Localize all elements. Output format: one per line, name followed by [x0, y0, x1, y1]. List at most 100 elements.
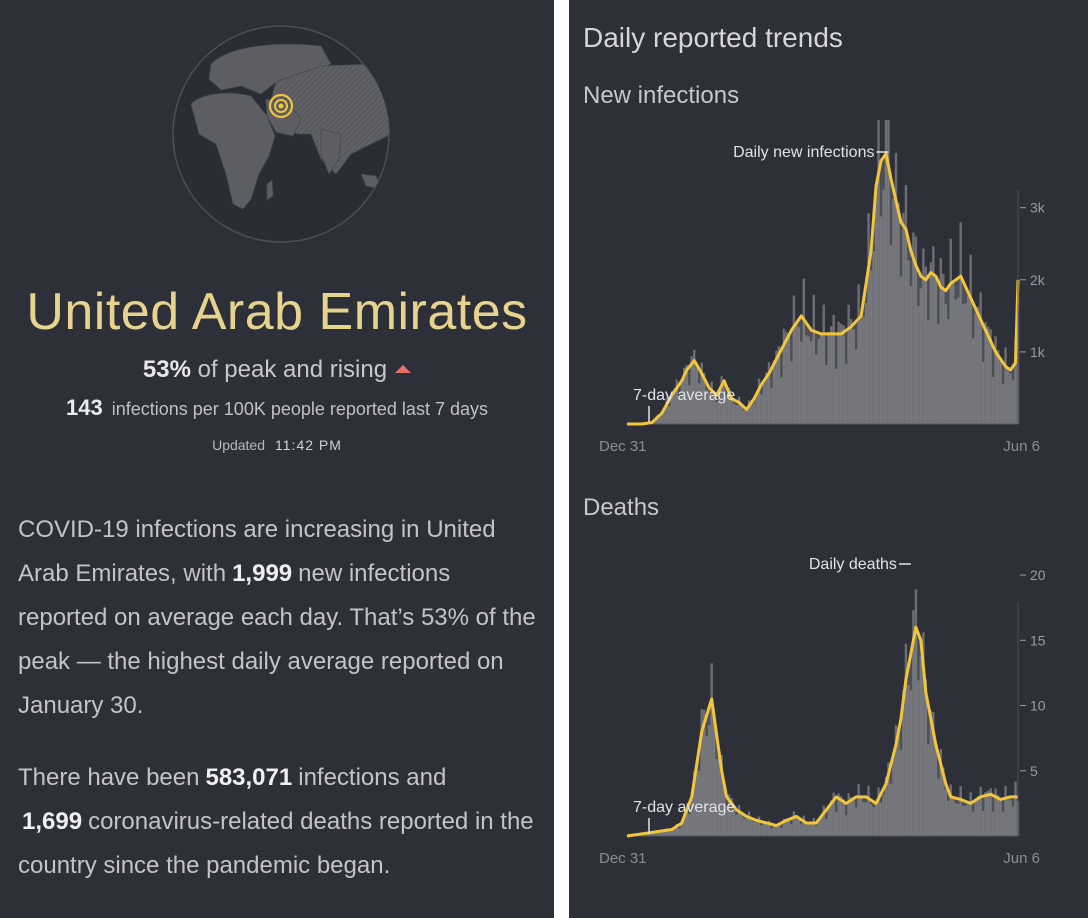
daily-bar [879, 802, 883, 836]
daily-bar [795, 816, 798, 836]
daily-bar [703, 372, 706, 424]
daily-bar [792, 811, 796, 836]
daily-bar [675, 379, 679, 424]
daily-bar [648, 832, 651, 836]
daily-bar [830, 800, 833, 836]
trends-panel: Daily reported trends New infections Dea… [569, 0, 1088, 918]
daily-bar [790, 824, 793, 836]
daily-bar [979, 786, 982, 836]
daily-bar [688, 385, 691, 424]
updated-stamp: Updated 11:42 PM [0, 437, 554, 453]
daily-bar [792, 295, 796, 424]
daily-bar [742, 410, 746, 424]
daily-bar [725, 806, 728, 836]
daily-bar [907, 260, 910, 424]
daily-bar [922, 632, 925, 836]
daily-bar [927, 320, 930, 424]
daily-bar [957, 803, 960, 836]
para1-after: new infections reported on average each … [18, 560, 536, 719]
infection-rate: 143 infections per 100K people reported … [0, 395, 554, 421]
daily-bar [680, 822, 683, 836]
average-area [627, 153, 1018, 424]
daily-bar [994, 336, 997, 424]
globe-icon [172, 25, 390, 243]
daily-bar [685, 807, 688, 836]
seven-day-average-line [627, 152, 1020, 426]
x-start-label: Dec 31 [599, 438, 647, 455]
peak-text: of peak and rising [197, 356, 388, 383]
summary-paragraph-1: COVID-19 infections are increasing in Un… [18, 508, 538, 728]
trends-title: Daily reported trends [583, 22, 843, 53]
daily-bar [717, 389, 721, 424]
daily-bar [772, 360, 776, 424]
peak-percent: 53% [142, 356, 191, 383]
daily-bar [884, 120, 888, 425]
daily-bar [810, 341, 813, 424]
daily-bar [844, 364, 848, 424]
daily-bar [902, 690, 905, 836]
daily-bar [879, 216, 883, 424]
daily-bar [757, 816, 761, 836]
country-name: United Arab Emirates [26, 283, 528, 341]
daily-bar [683, 367, 686, 424]
daily-bar [712, 713, 716, 836]
daily-bar [765, 372, 768, 424]
daily-bar [869, 270, 873, 424]
daily-bar [705, 390, 708, 424]
daily-bar [800, 823, 803, 836]
daily-bar [842, 799, 845, 836]
average-label: 7-day average [633, 799, 735, 816]
daily-bar [775, 350, 778, 424]
daily-bar [668, 406, 671, 424]
daily-bar [994, 788, 997, 836]
daily-bar [807, 336, 811, 424]
daily-bar [839, 796, 843, 836]
daily-bar [1014, 781, 1017, 836]
daily-bar [872, 251, 875, 424]
daily-bar [717, 751, 721, 836]
daily-bar [947, 319, 950, 424]
daily-bar [996, 795, 1000, 836]
daily-bar [919, 656, 923, 836]
y-tick-label: 3k [1030, 200, 1046, 216]
daily-bar [740, 812, 743, 836]
daily-bar [947, 801, 950, 836]
daily-bar [849, 319, 853, 424]
daily-bar [882, 189, 885, 424]
daily-bar [688, 813, 691, 836]
daily-bar [959, 222, 962, 424]
daily-bar [643, 834, 646, 836]
daily-bar [720, 376, 723, 424]
daily-bar [825, 364, 828, 424]
daily-bar [782, 328, 786, 424]
daily-bar [877, 787, 880, 836]
daily-bar [981, 811, 985, 836]
daily-bar [777, 822, 781, 836]
daily-bar [964, 805, 967, 836]
daily-bar [730, 798, 733, 836]
daily-bar [991, 811, 995, 836]
location-target-icon [268, 93, 294, 119]
daily-bar [854, 807, 858, 836]
average-label: 7-day average [633, 387, 735, 404]
daily-bar [942, 273, 945, 424]
para2-deaths: 1,699 [22, 808, 83, 835]
daily-bar [1011, 806, 1015, 836]
daily-bar [1001, 384, 1005, 424]
y-tick-label: 15 [1030, 632, 1046, 648]
daily-bar [765, 821, 768, 836]
daily-bar [852, 800, 855, 836]
daily-bar [924, 266, 928, 424]
daily-bar [822, 304, 825, 424]
daily-bar [782, 818, 786, 836]
daily-bar [693, 349, 696, 424]
daily-bar [698, 383, 701, 424]
daily-bar [934, 278, 938, 424]
daily-bar [917, 306, 920, 424]
daily-bar [966, 295, 970, 424]
daily-bar [979, 292, 982, 424]
daily-bar [989, 788, 992, 836]
daily-bar [939, 258, 942, 424]
daily-bar [874, 184, 878, 424]
daily-bar [770, 387, 773, 424]
